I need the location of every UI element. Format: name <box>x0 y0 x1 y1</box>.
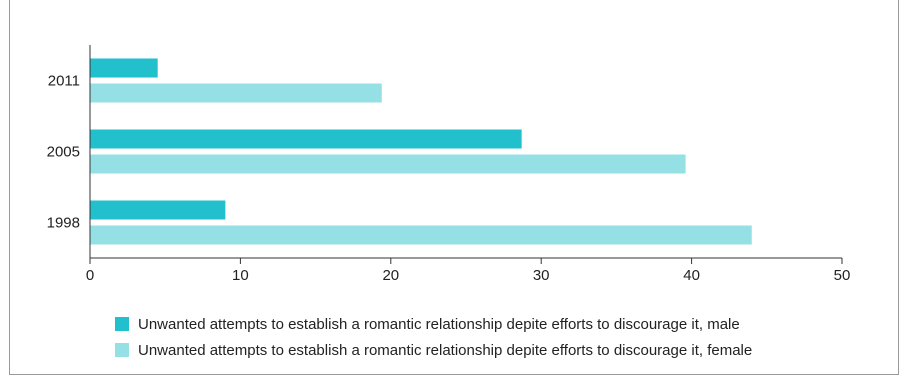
legend-item-female: Unwanted attempts to establish a romanti… <box>115 337 752 363</box>
bar-2011-male <box>90 58 158 78</box>
bar-2011-female <box>90 83 382 103</box>
y-tick-label-1998: 1998 <box>47 215 80 232</box>
bars-group <box>90 58 752 245</box>
x-tick-label: 50 <box>834 267 851 284</box>
legend: Unwanted attempts to establish a romanti… <box>115 311 752 363</box>
bar-1998-male <box>90 200 226 220</box>
bar-2005-female <box>90 154 686 174</box>
x-tick-label: 30 <box>533 267 550 284</box>
legend-swatch-female <box>115 343 129 357</box>
legend-item-male: Unwanted attempts to establish a romanti… <box>115 311 752 337</box>
y-tick-label-2005: 2005 <box>47 144 80 161</box>
x-tick-label: 40 <box>683 267 700 284</box>
x-tick-label: 20 <box>382 267 399 284</box>
y-axis-labels: 2011 2005 1998 <box>47 73 80 232</box>
x-axis-ticks: 0 10 20 30 40 50 <box>86 258 851 284</box>
x-tick-label: 0 <box>86 267 94 284</box>
chart-frame <box>9 0 899 375</box>
legend-label-female: Unwanted attempts to establish a romanti… <box>138 341 753 359</box>
legend-label-male: Unwanted attempts to establish a romanti… <box>138 315 740 333</box>
x-tick-label: 10 <box>232 267 249 284</box>
y-tick-label-2011: 2011 <box>48 73 80 90</box>
bar-1998-female <box>90 225 752 245</box>
bar-2005-male <box>90 129 522 149</box>
legend-swatch-male <box>115 317 129 331</box>
